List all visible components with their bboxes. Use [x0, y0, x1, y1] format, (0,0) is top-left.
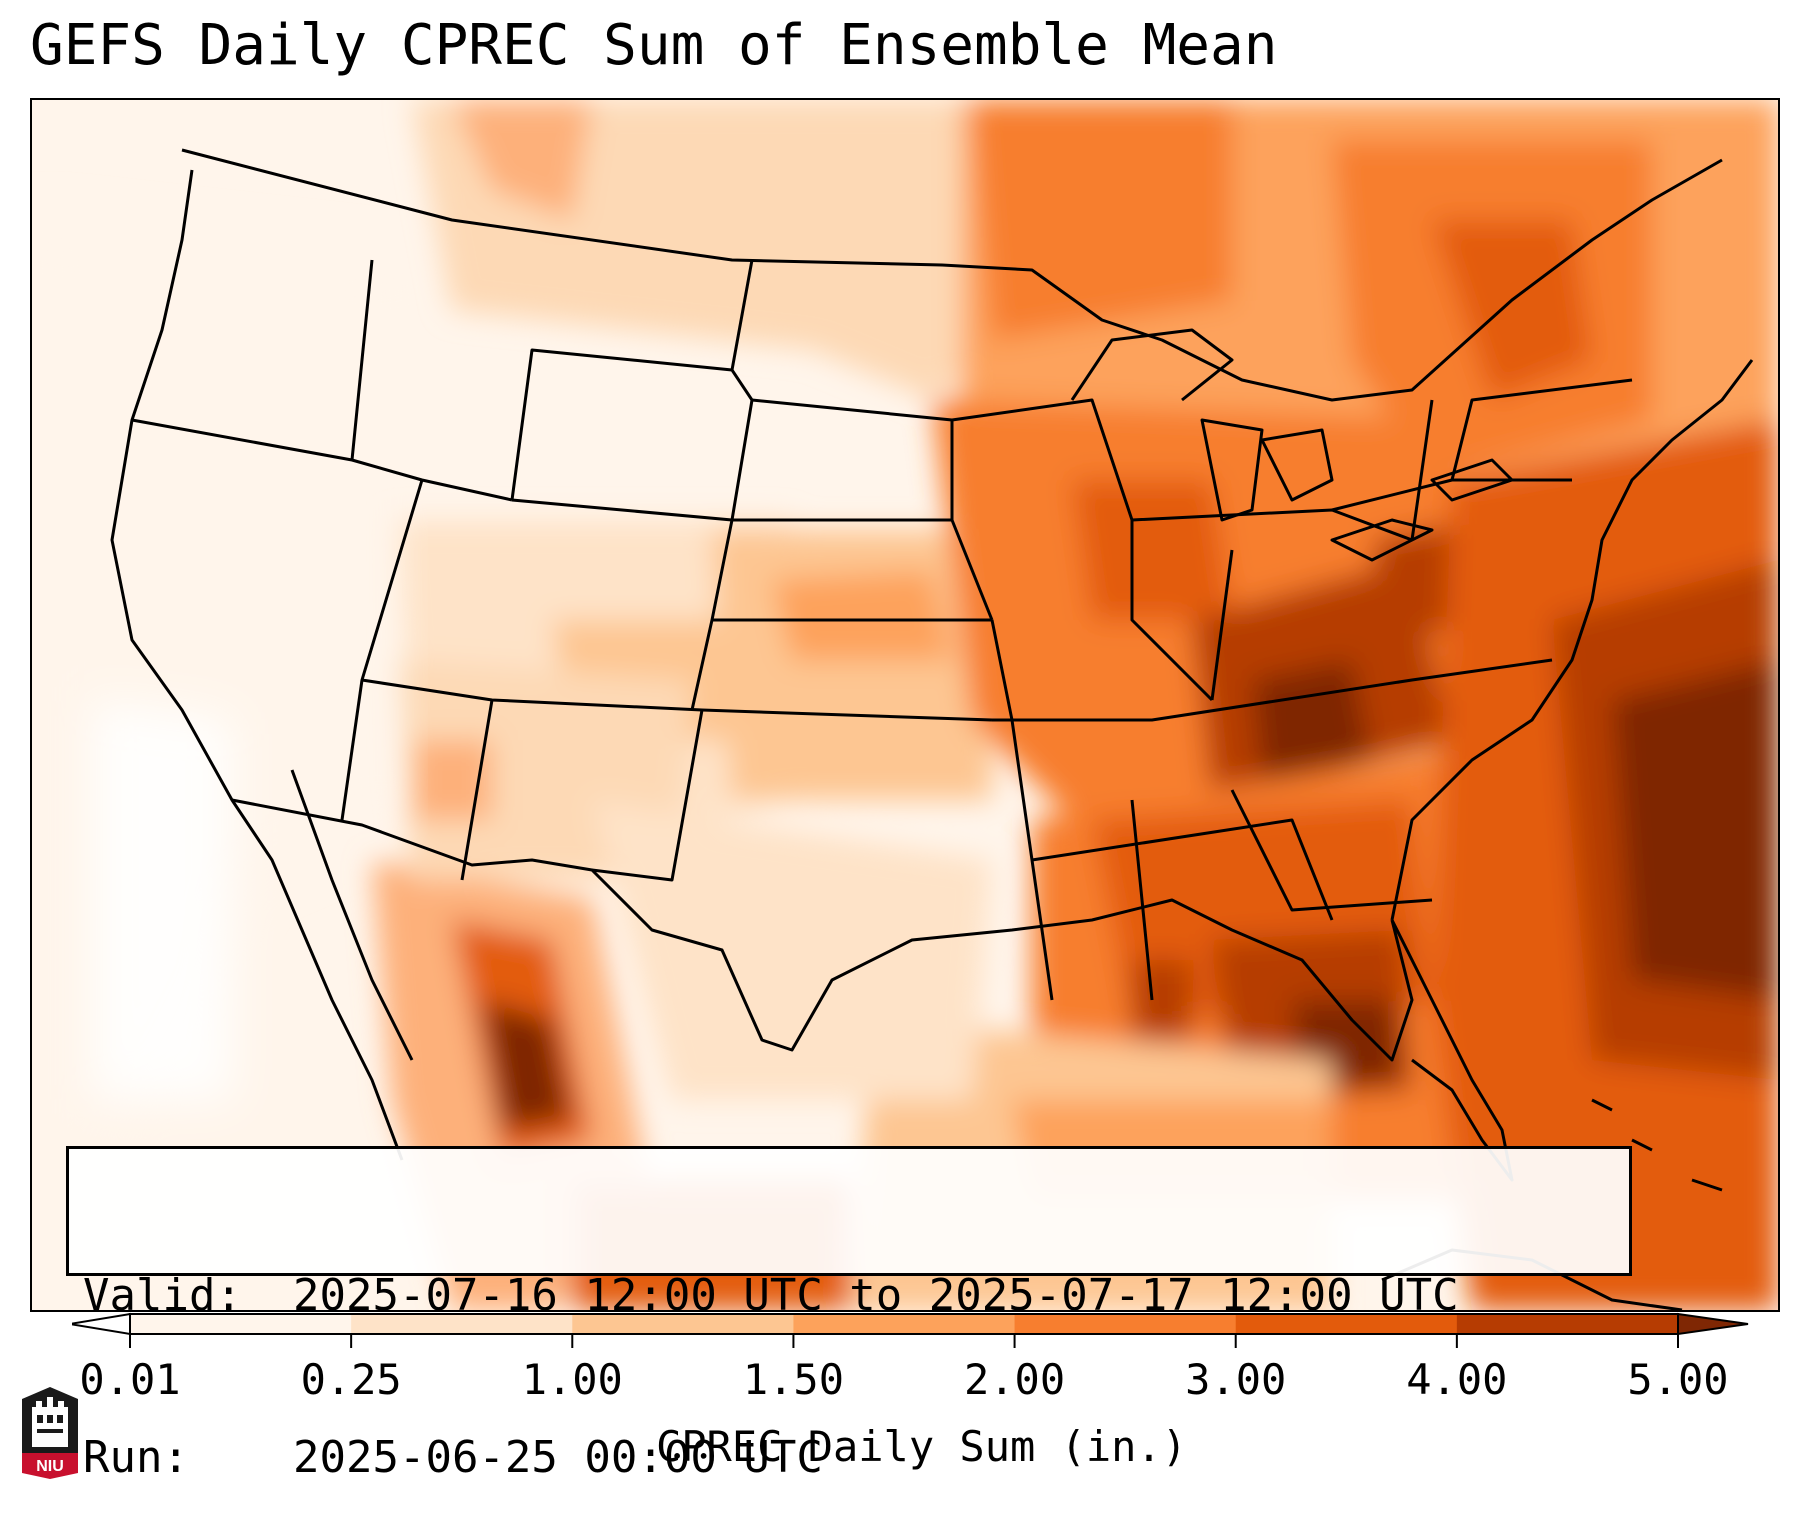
- colorbar: [72, 1312, 1749, 1348]
- colorbar-segment: [1235, 1314, 1458, 1334]
- valid-key: Valid:: [83, 1270, 242, 1321]
- colorbar-tick-label: 0.01: [79, 1355, 181, 1404]
- colorbar-tick-label: 1.50: [742, 1355, 844, 1404]
- colorbar-tick-label: 2.00: [963, 1355, 1066, 1404]
- colorbar-tick-label: 4.00: [1406, 1355, 1508, 1404]
- run-value: 2025-06-25 00:00 UTC: [293, 1432, 823, 1483]
- colorbar-tick-label: 3.00: [1185, 1355, 1287, 1404]
- colorbar-tick-label: 1.00: [521, 1355, 623, 1404]
- niu-logo: NIU: [22, 1387, 78, 1479]
- precipitation-map: [30, 98, 1780, 1312]
- run-row: Run: 2025-06-25 00:00 UTC: [83, 1431, 1615, 1485]
- valid-row: Valid: 2025-07-16 12:00 UTC to 2025-07-17…: [83, 1269, 1615, 1323]
- colorbar-segment: [793, 1314, 1016, 1334]
- colorbar-segment: [130, 1314, 352, 1334]
- colorbar-segment: [351, 1314, 573, 1334]
- run-key: Run:: [83, 1432, 189, 1483]
- colorbar-tick-label: 5.00: [1627, 1355, 1729, 1404]
- colorbar-segment: [1014, 1314, 1237, 1334]
- colorbar-label: CPREC Daily Sum (in.): [655, 1422, 1187, 1471]
- boundaries: [110, 148, 1754, 1310]
- valid-value: 2025-07-16 12:00 UTC to 2025-07-17 12:00…: [293, 1270, 1459, 1321]
- colorbar-extend-high: [1677, 1312, 1749, 1336]
- colorbar-extend-low: [72, 1312, 131, 1336]
- colorbar-segment: [572, 1314, 794, 1334]
- niu-logo-text: NIU: [36, 1458, 64, 1475]
- info-box: Valid: 2025-07-16 12:00 UTC to 2025-07-17…: [66, 1146, 1632, 1483]
- page-title: GEFS Daily CPREC Sum of Ensemble Mean: [30, 13, 1278, 78]
- colorbar-tick-label: 0.25: [300, 1355, 402, 1404]
- colorbar-outline: [129, 1313, 1679, 1335]
- colorbar-segment: [1456, 1314, 1679, 1334]
